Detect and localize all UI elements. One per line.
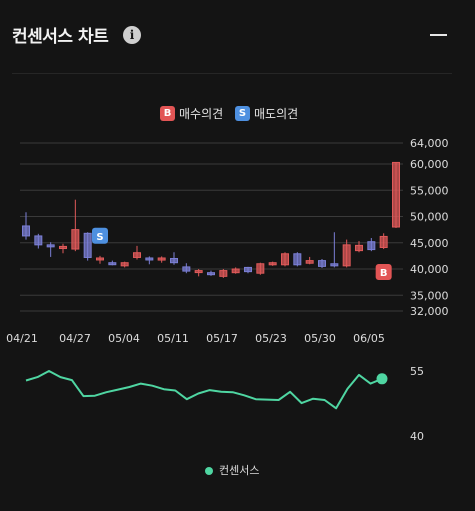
candle-body [108, 262, 117, 266]
y-tick-label: 45,000 [410, 237, 449, 250]
candle-body [367, 241, 376, 251]
candle-body [120, 262, 129, 267]
consensus-line [25, 370, 383, 410]
candle-body [194, 270, 203, 274]
candle-body [342, 244, 351, 267]
sell-marker: S [92, 227, 108, 244]
y-tick-label: 35,000 [410, 289, 449, 302]
x-tick-label: 05/11 [157, 332, 189, 345]
opinion-legend: B 매수의견 S 매도의견 [160, 105, 306, 123]
legend-dot-icon [205, 467, 213, 475]
candle-body [157, 257, 166, 261]
candle-body [46, 244, 55, 248]
candle-body [207, 272, 215, 276]
candle-body [170, 258, 178, 264]
candle-body [22, 225, 30, 237]
consensus-last-point [376, 373, 388, 385]
candle-body [330, 263, 339, 267]
candle-body [145, 257, 154, 261]
candle-body [281, 253, 289, 266]
candle-body [256, 263, 265, 274]
candle-body [71, 229, 80, 250]
candle-body [133, 252, 141, 258]
x-tick-label: 04/27 [59, 332, 91, 345]
candle-body [34, 235, 43, 246]
info-icon[interactable]: i [123, 26, 141, 44]
marker-badge [375, 264, 392, 280]
candle-body [355, 244, 363, 252]
marker-badge [92, 227, 108, 244]
buy-badge-icon: B [160, 106, 175, 121]
x-tick-label: 04/21 [6, 332, 38, 345]
y-tick-label: 32,000 [410, 305, 449, 318]
legend-sell: S 매도의견 [235, 105, 298, 122]
consensus-legend: 컨센서스 [205, 462, 259, 478]
candle-body [83, 232, 92, 258]
marker-label: S [96, 232, 103, 243]
page-title: 컨센서스 차트 [12, 27, 109, 47]
x-tick-label: 05/30 [304, 332, 336, 345]
y-tick-label: 50,000 [410, 211, 449, 224]
x-tick-label: 05/23 [255, 332, 287, 345]
legend-buy-label: 매수의견 [179, 107, 224, 121]
candle-body [268, 262, 277, 266]
sell-badge-icon: S [235, 106, 250, 121]
buy-marker: B [375, 264, 392, 280]
x-tick-label: 05/04 [108, 332, 140, 345]
x-tick-label: 06/05 [353, 332, 385, 345]
candle-body [219, 270, 228, 277]
marker-label: B [380, 268, 388, 279]
candle-body [392, 161, 400, 228]
consensus-y-tick-label: 40 [410, 430, 424, 443]
candle-body [293, 253, 302, 266]
y-tick-label: 60,000 [410, 158, 449, 171]
legend-sell-label: 매도의견 [254, 107, 299, 121]
consensus-y-tick-label: 55 [410, 365, 424, 378]
legend-buy: B 매수의견 [160, 105, 223, 122]
candle-body [305, 260, 314, 264]
x-tick-label: 05/17 [206, 332, 238, 345]
candle-body [379, 235, 388, 248]
panel-header: 컨센서스 차트 i [0, 0, 475, 72]
candle-body [244, 266, 252, 273]
candle-body [96, 257, 104, 261]
candle-body [318, 260, 326, 267]
candle-body [59, 245, 67, 250]
header-divider [12, 73, 452, 74]
collapse-icon[interactable] [430, 34, 447, 36]
y-tick-label: 40,000 [410, 263, 449, 276]
consensus-legend-label: 컨센서스 [219, 464, 260, 477]
candle-body [182, 266, 191, 272]
y-tick-label: 55,000 [410, 184, 449, 197]
y-tick-label: 64,000 [410, 137, 449, 150]
candle-body [231, 268, 240, 274]
